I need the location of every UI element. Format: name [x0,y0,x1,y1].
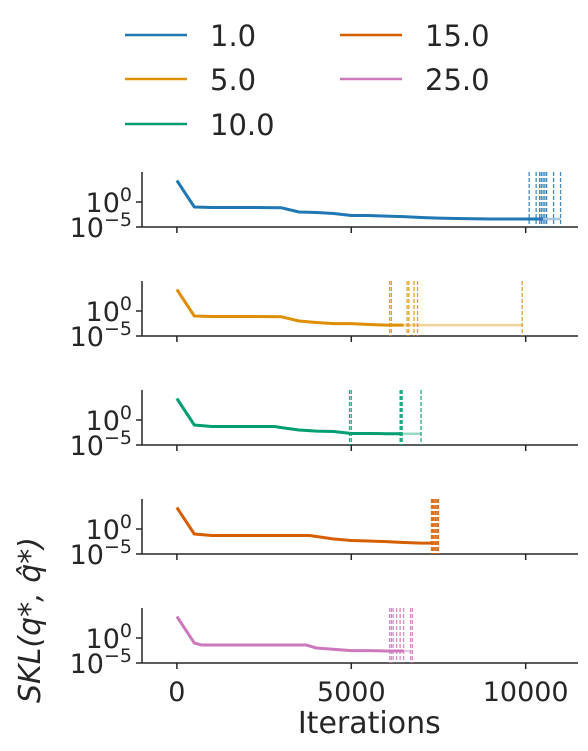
series-line [175,615,404,653]
x-axis-title: Iterations [298,706,441,741]
y-tick-label: 100 [86,620,132,655]
y-tick-label: 100 [86,511,132,546]
x-tick-label: 0 [168,677,185,708]
y-tick-label: 10−5 [70,209,132,244]
legend-label: 25.0 [425,63,490,97]
legend-label: 15.0 [425,19,490,53]
legend-label: 10.0 [210,108,275,142]
series-line [175,288,404,327]
y-tick-label: 10−5 [70,645,132,680]
y-tick-label: 10−5 [70,536,132,571]
legend-label: 5.0 [210,63,256,97]
x-tick-label: 5000 [317,677,386,708]
legend: 1.0 5.0 10.0 15.0 25.0 [125,19,490,142]
series-line [175,179,544,221]
series-line [175,506,432,545]
y-tick-label: 10−5 [70,318,132,353]
series-line [175,397,401,436]
y-axis-title: SKL(q*, q̂*) [13,537,48,703]
x-axis: 0 5000 10000 [168,677,568,708]
y-axis-title-text: SKL(q*, q̂*) [13,537,48,703]
y-tick-label: 100 [86,184,132,219]
x-tick-label: 10000 [483,677,569,708]
y-tick-label: 100 [86,402,132,437]
y-tick-label: 10−5 [70,427,132,462]
legend-label: 1.0 [210,19,256,53]
y-tick-label: 100 [86,293,132,328]
